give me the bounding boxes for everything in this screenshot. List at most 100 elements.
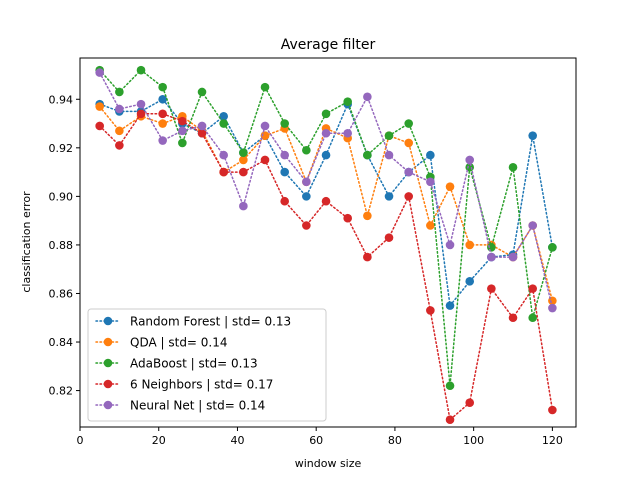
data-point (239, 201, 248, 211)
data-point (280, 119, 289, 128)
data-point (158, 119, 167, 128)
data-point (321, 109, 331, 119)
legend: Random Forest | std= 0.13 QDA | std= 0.14… (87, 308, 327, 422)
data-point (115, 126, 124, 136)
data-point (404, 138, 413, 148)
data-point (487, 284, 496, 293)
data-point (136, 99, 146, 109)
data-point (178, 138, 187, 148)
data-point (487, 252, 496, 262)
data-point (239, 155, 248, 165)
legend-label: AdaBoost | std= 0.13 (130, 357, 258, 371)
data-point (426, 221, 435, 230)
data-point (158, 109, 167, 119)
data-point (528, 131, 537, 140)
data-point (445, 240, 455, 250)
data-point (302, 221, 311, 230)
data-point (404, 167, 413, 177)
data-point (384, 192, 394, 201)
data-point (343, 97, 352, 106)
y-axis: 0.82 0.84 0.86 0.88 0.90 0.92 0.94 (49, 93, 80, 398)
data-point (465, 398, 475, 408)
data-point (384, 150, 394, 160)
data-point (280, 167, 289, 177)
legend-marker (103, 379, 113, 389)
data-point (115, 141, 124, 150)
y-tick-label: 0.82 (49, 385, 74, 398)
x-tick-label: 120 (542, 434, 563, 447)
data-point (260, 82, 270, 92)
series-layer (95, 65, 557, 425)
data-point (302, 145, 311, 155)
data-point (321, 128, 331, 138)
data-point (239, 167, 248, 177)
legend-label: Neural Net | std= 0.14 (130, 399, 265, 413)
legend-label: 6 Neighbors | std= 0.17 (130, 378, 273, 392)
data-point (219, 119, 228, 128)
data-point (136, 65, 146, 75)
data-point (302, 177, 311, 187)
legend-marker (103, 337, 113, 347)
plot-area (79, 57, 577, 428)
x-tick-label: 80 (388, 434, 402, 447)
chart-title: Average filter (281, 37, 376, 53)
data-point (260, 155, 270, 165)
legend-box (87, 308, 327, 422)
data-point (508, 162, 518, 172)
data-point (445, 182, 455, 191)
legend-label: QDA | std= 0.14 (130, 336, 228, 350)
series-line (98, 71, 554, 309)
data-point (95, 121, 104, 131)
data-point (95, 68, 104, 77)
x-tick-label: 0 (77, 434, 84, 447)
data-point (404, 119, 413, 128)
x-axis-label: window size (295, 457, 362, 470)
data-point (197, 121, 207, 131)
data-point (343, 213, 352, 223)
data-point (548, 243, 557, 252)
legend-marker (103, 316, 113, 326)
data-point (487, 243, 496, 252)
data-point (280, 150, 289, 160)
data-point (384, 233, 394, 242)
x-tick-label: 100 (463, 434, 484, 447)
data-point (404, 192, 413, 201)
data-point (528, 313, 537, 323)
y-tick-label: 0.94 (49, 93, 74, 106)
data-point (343, 128, 352, 138)
data-point (548, 405, 557, 415)
data-point (321, 150, 331, 160)
data-point (465, 277, 475, 286)
data-point (115, 87, 124, 97)
series-3 (95, 65, 557, 391)
data-point (426, 306, 435, 315)
x-axis: 0 20 40 60 80 100 120 (77, 427, 563, 447)
data-point (426, 150, 435, 160)
data-point (363, 252, 372, 262)
data-point (219, 167, 228, 177)
data-point (508, 252, 518, 262)
data-point (528, 284, 537, 293)
data-point (197, 87, 207, 97)
data-point (197, 128, 207, 138)
legend-label: Random Forest | std= 0.13 (130, 315, 291, 329)
data-point (219, 150, 228, 160)
data-point (363, 150, 372, 160)
series-4 (95, 109, 557, 425)
data-point (321, 196, 331, 206)
y-tick-label: 0.90 (49, 190, 74, 203)
data-point (158, 82, 167, 92)
data-point (136, 109, 146, 119)
data-point (95, 102, 104, 111)
x-tick-label: 60 (309, 434, 323, 447)
data-point (363, 92, 372, 102)
data-point (465, 240, 475, 250)
x-tick-label: 40 (230, 434, 244, 447)
x-tick-label: 20 (152, 434, 166, 447)
data-point (363, 211, 372, 221)
y-tick-label: 0.86 (49, 287, 74, 300)
data-point (508, 313, 518, 323)
data-point (528, 221, 537, 230)
data-point (239, 148, 248, 157)
